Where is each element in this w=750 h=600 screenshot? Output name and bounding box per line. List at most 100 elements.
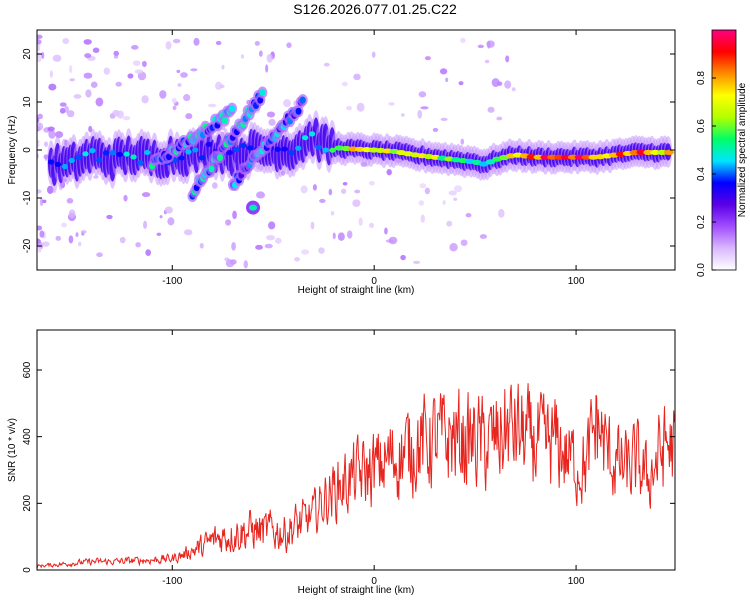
spectrogram-peak xyxy=(198,155,206,161)
spectrogram-noise-speck xyxy=(119,236,126,244)
spectrogram-peak xyxy=(329,147,336,153)
spectrogram-noise-speck xyxy=(417,109,423,119)
y-tick-label: -20 xyxy=(22,238,33,253)
spectrogram-noise-speck xyxy=(413,260,421,265)
spectrogram-noise-speck xyxy=(113,55,119,59)
spectrogram-noise-speck xyxy=(504,80,512,89)
snr-plot-area xyxy=(37,330,675,570)
spectrogram-noise-speck xyxy=(420,214,425,223)
spectrogram-noise-speck xyxy=(37,247,42,253)
spectrogram-noise-speck xyxy=(264,243,273,249)
spectrogram-branch-peak xyxy=(221,117,228,125)
spectrogram-noise-speck xyxy=(88,125,93,133)
spectrogram-peak xyxy=(102,150,110,156)
spectrogram-noise-speck xyxy=(132,60,141,66)
spectrogram-noise-speck xyxy=(498,208,505,218)
spectrogram-noise-speck xyxy=(185,113,193,120)
spectrogram-noise-speck xyxy=(356,102,365,112)
spectrogram-noise-speck xyxy=(453,185,463,193)
spectrogram-noise-speck xyxy=(479,234,488,239)
spectrogram-noise-speck xyxy=(352,199,361,207)
spectrogram-noise-speck xyxy=(59,107,66,114)
colorbar-label: Normalized spectral amplitude xyxy=(737,82,748,217)
snr-series-line xyxy=(37,383,675,569)
spectrogram-noise-speck xyxy=(84,53,92,59)
spectrogram-noise-speck xyxy=(48,130,56,139)
spectrogram-noise-speck xyxy=(68,235,74,244)
spectrogram-noise-speck xyxy=(85,89,92,98)
spectrogram-peak xyxy=(144,149,151,156)
y-tick-label: 600 xyxy=(22,361,33,378)
spectrogram-noise-speck xyxy=(177,83,182,87)
spectrogram-noise-speck xyxy=(207,103,217,108)
spectrogram-noise-speck xyxy=(219,84,225,89)
y-tick-label: 200 xyxy=(22,495,33,512)
spectrogram-noise-speck xyxy=(44,141,49,147)
colorbar-gradient xyxy=(711,29,737,271)
spectrogram-peak xyxy=(192,147,199,153)
spectrogram-noise-speck xyxy=(258,50,263,57)
spectrogram-noise-speck xyxy=(386,169,392,176)
spectrogram-peak xyxy=(89,148,96,154)
x-tick-label: 100 xyxy=(568,576,585,587)
spectrogram-noise-speck xyxy=(332,232,336,240)
spectrogram-peak xyxy=(281,146,288,152)
snr-y-ticks: 0 200 400 600 xyxy=(22,361,675,573)
spectrogram-noise-speck xyxy=(232,210,237,220)
spectrogram-peak xyxy=(540,154,551,160)
spectrogram-noise-speck xyxy=(465,213,472,218)
spectrogram-noise-speck xyxy=(47,126,55,132)
spectrogram-noise-speck xyxy=(265,64,269,73)
y-tick-label: 0 xyxy=(22,147,33,153)
spectrogram-noise-speck xyxy=(90,81,98,88)
spectrogram-noise-speck xyxy=(66,198,74,204)
spectrogram-noise-speck xyxy=(131,45,139,50)
spectrogram-noise-speck xyxy=(83,72,93,79)
spectrogram-noise-speck xyxy=(310,221,315,230)
spectrogram-noise-speck xyxy=(42,199,47,204)
spectrogram-noise-speck xyxy=(183,229,193,236)
spectrogram-blob xyxy=(249,204,258,211)
spectrogram-noise-speck xyxy=(337,232,345,241)
spectrogram-noise-speck xyxy=(424,56,431,61)
spectrogram-noise-speck xyxy=(199,242,204,249)
spectrogram-peak xyxy=(130,154,137,160)
spectrogram-noise-speck xyxy=(432,127,439,132)
spectrogram-noise-speck xyxy=(330,211,335,216)
spectrogram-peak xyxy=(68,157,75,164)
spectrogram-peak xyxy=(240,143,247,149)
spectrogram-noise-speck xyxy=(80,230,87,234)
spectrogram-noise-speck xyxy=(358,217,363,226)
spectrogram-peak xyxy=(295,145,302,151)
spectrogram-peak xyxy=(663,149,674,155)
spectrogram-noise-speck xyxy=(115,81,122,87)
spectrogram-marks xyxy=(37,34,674,269)
spectrogram-noise-speck xyxy=(243,260,248,269)
spectrogram-noise-speck xyxy=(77,241,82,247)
x-tick-label: -100 xyxy=(162,276,182,287)
spectrogram-noise-speck xyxy=(167,217,175,226)
spectrogram-noise-speck xyxy=(505,55,510,63)
spectrogram-peak xyxy=(288,150,295,156)
spectrogram-peak xyxy=(95,157,103,163)
spectrogram-peak xyxy=(547,154,558,160)
colorbar-tick-label: 0.6 xyxy=(696,119,707,133)
spectrogram-peak xyxy=(308,131,316,137)
spectrogram-peak xyxy=(47,159,55,165)
spectrogram-noise-speck xyxy=(225,219,232,226)
spectrogram-branch-peak xyxy=(295,107,302,115)
spectrogram-peak xyxy=(560,154,571,160)
spectrogram-noise-speck xyxy=(371,51,376,58)
spectrogram-noise-speck xyxy=(318,247,325,254)
spectrogram-peak xyxy=(61,163,69,170)
spectrogram-peak xyxy=(322,147,329,153)
spectrogram-noise-speck xyxy=(37,143,40,147)
spectrogram-noise-speck xyxy=(73,94,82,99)
spectrogram-noise-speck xyxy=(353,73,361,81)
chart-title: S126.2026.077.01.25.C22 xyxy=(293,1,457,17)
spectrogram-peak xyxy=(581,154,592,160)
y-tick-label: 0 xyxy=(22,567,33,573)
spectrogram-noise-speck xyxy=(460,239,468,246)
spectrogram-noise-speck xyxy=(448,190,457,196)
spectrogram-peak xyxy=(636,149,647,155)
